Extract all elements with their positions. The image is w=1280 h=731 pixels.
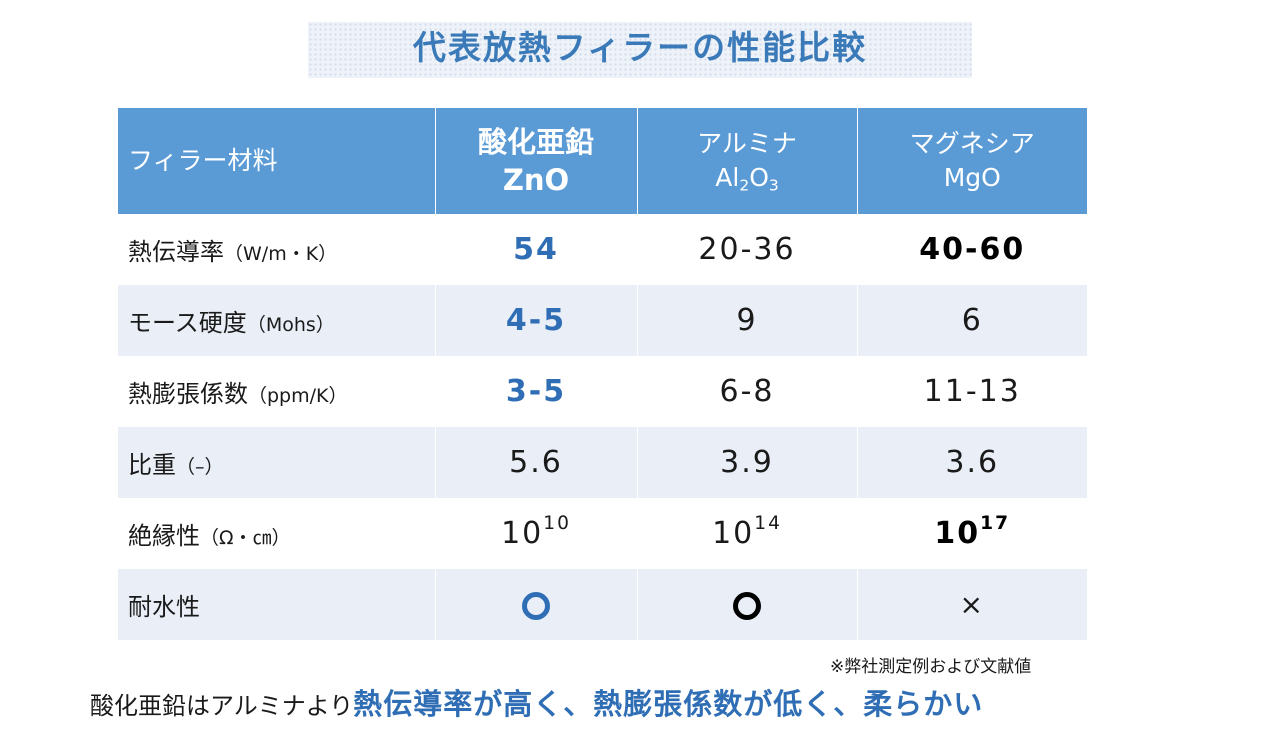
row-label: 熱伝導率（W/m・K） [118,214,436,285]
header-alumina-name: アルミナ [697,129,797,158]
cell-magnesia: 1017 [857,498,1087,569]
row-label: 比重（–） [118,427,436,498]
summary-text: 酸化亜鉛はアルミナより熱伝導率が高く、熱膨張係数が低く、柔らかい [90,682,983,731]
cell-alumina: 1014 [637,498,858,569]
header-alumina: アルミナ Al2O3 [637,108,858,214]
header-magnesia-formula: MgO [943,163,1001,192]
cell-alumina: 3.9 [637,427,858,498]
header-filler-material: フィラー材料 [118,108,436,214]
cell-magnesia: 11-13 [857,356,1087,427]
cell-alumina [637,569,858,640]
cell-alumina: 6-8 [637,356,858,427]
header-zno: 酸化亜鉛 ZnO [435,108,638,214]
cell-magnesia: × [857,569,1087,640]
header-alumina-formula: Al2O3 [715,163,779,195]
title-banner: 代表放熱フィラーの性能比較 [308,22,972,78]
page-title: 代表放熱フィラーの性能比較 [412,28,868,67]
row-label: 絶縁性（Ω・㎝） [118,498,436,569]
table-row-thermal-expansion: 熱膨張係数（ppm/K） 3-5 6-8 11-13 [118,356,1087,427]
cell-zno: 4-5 [435,285,638,356]
cell-zno [435,569,638,640]
cell-magnesia: 3.6 [857,427,1087,498]
cell-zno: 1010 [435,498,638,569]
table-row-water-resistance: 耐水性 × [118,569,1087,640]
header-zno-name: 酸化亜鉛 [477,125,594,159]
row-label: モース硬度（Mohs） [118,285,436,356]
table-row-specific-gravity: 比重（–） 5.6 3.9 3.6 [118,427,1087,498]
summary-prefix: 酸化亜鉛はアルミナより [90,692,354,720]
cell-magnesia: 40-60 [857,214,1087,285]
table-row-insulation: 絶縁性（Ω・㎝） 1010 1014 1017 [118,498,1087,569]
row-label: 耐水性 [118,569,436,640]
footnote: ※弊社測定例および文献値 [830,657,1032,677]
table-row-mohs-hardness: モース硬度（Mohs） 4-5 9 6 [118,285,1087,356]
circle-icon [522,591,550,620]
cell-zno: 54 [435,214,638,285]
table-row-thermal-conductivity: 熱伝導率（W/m・K） 54 20-36 40-60 [118,214,1087,285]
summary-emphasis: 熱伝導率が高く、熱膨張係数が低く、柔らかい [353,687,984,721]
filler-comparison-table: フィラー材料 酸化亜鉛 ZnO アルミナ Al2O3 マグネシア MgO 熱伝導… [118,108,1087,640]
table-header-row: フィラー材料 酸化亜鉛 ZnO アルミナ Al2O3 マグネシア MgO [118,108,1087,214]
cell-alumina: 20-36 [637,214,858,285]
header-magnesia: マグネシア MgO [857,108,1087,214]
cell-magnesia: 6 [857,285,1087,356]
header-zno-formula: ZnO [502,163,570,197]
cell-alumina: 9 [637,285,858,356]
circle-icon [733,591,761,620]
cell-zno: 3-5 [435,356,638,427]
cross-icon: × [959,588,985,621]
cell-zno: 5.6 [435,427,638,498]
header-magnesia-name: マグネシア [909,129,1035,158]
row-label: 熱膨張係数（ppm/K） [118,356,436,427]
